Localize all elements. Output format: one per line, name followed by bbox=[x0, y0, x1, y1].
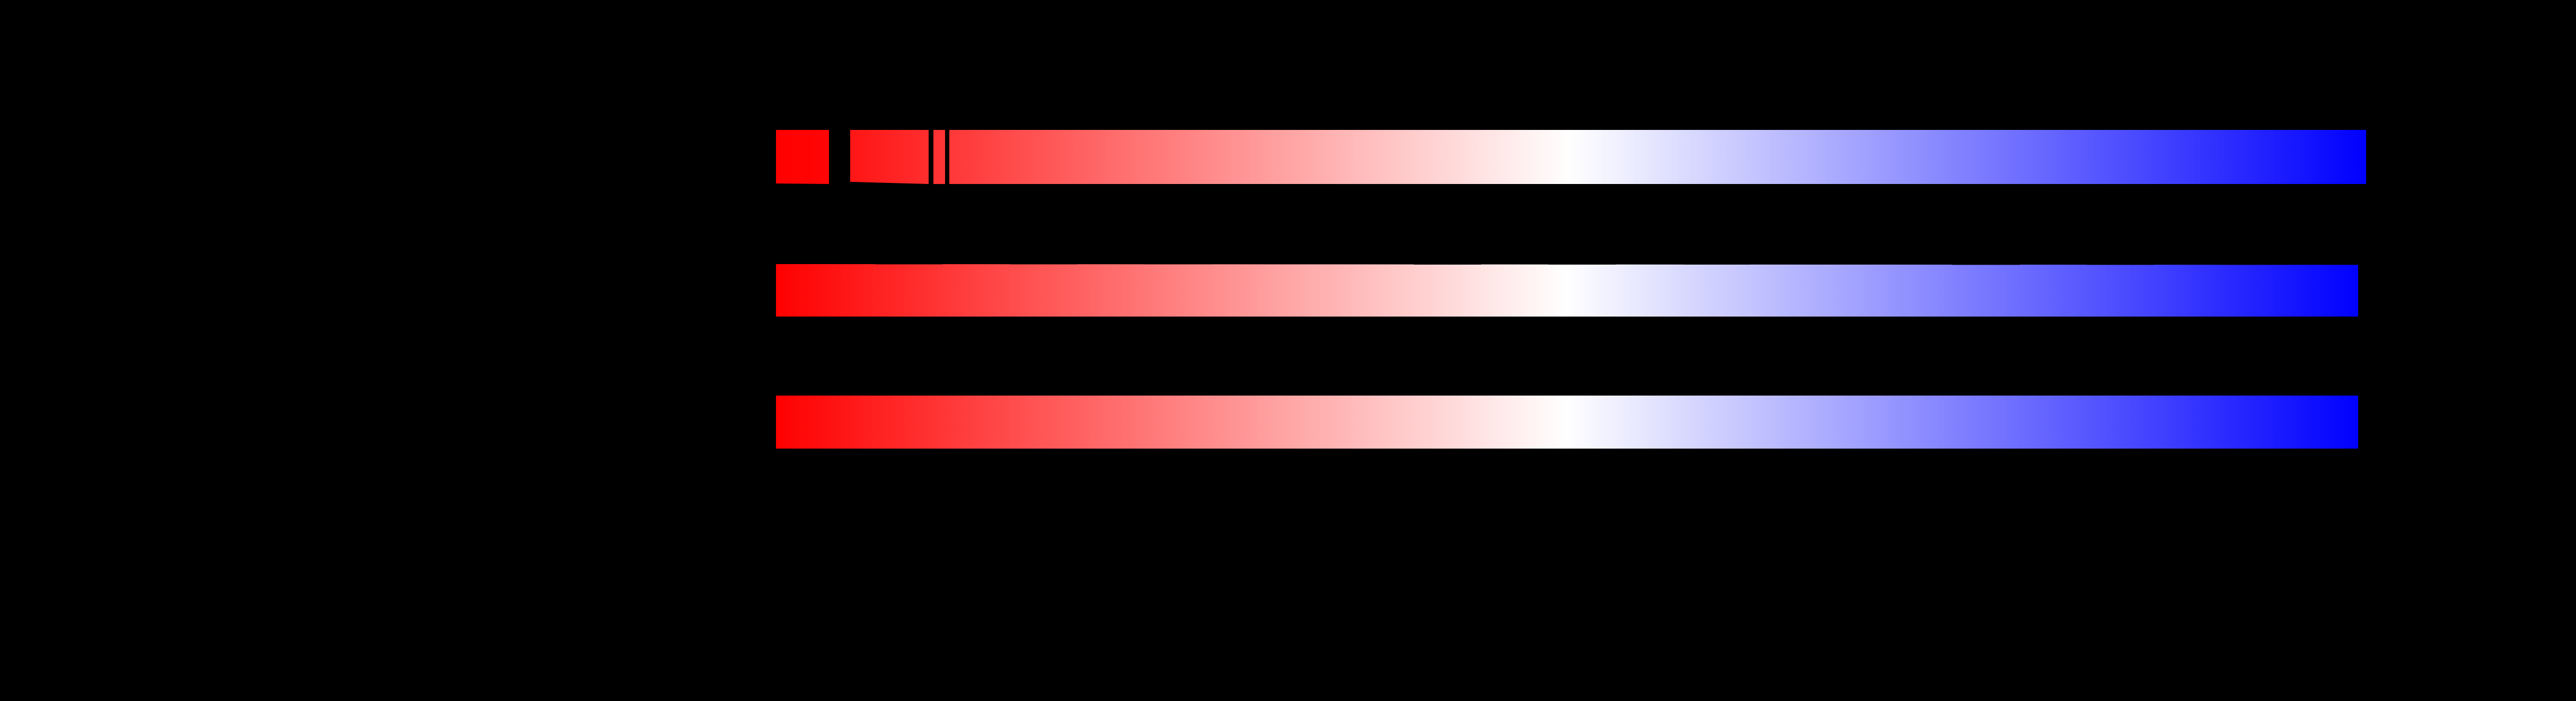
colorbar-segment-main bbox=[776, 396, 2358, 449]
colorbar-segment-main bbox=[776, 264, 2358, 317]
colorbar-segment-d bbox=[949, 130, 2366, 184]
colorbar-segment-a bbox=[776, 130, 829, 184]
colorbar-segment-c bbox=[933, 130, 945, 184]
colorbar-row-3 bbox=[776, 396, 2358, 449]
colorbar-segment-b bbox=[850, 130, 929, 184]
colorbar-row-1 bbox=[776, 130, 2366, 184]
colorbar-row-2 bbox=[776, 264, 2358, 317]
